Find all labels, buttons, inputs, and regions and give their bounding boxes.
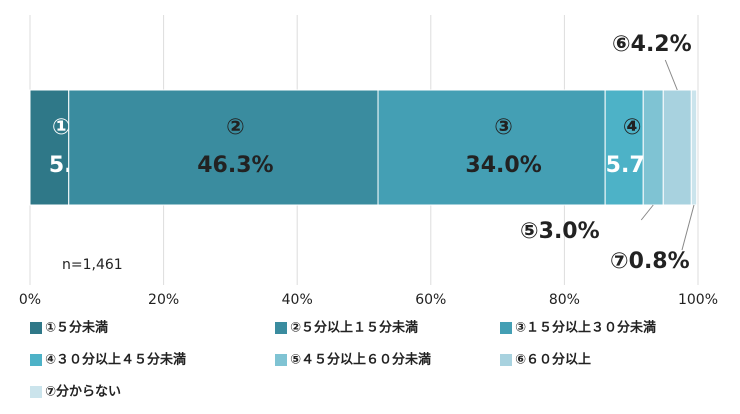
legend-label: ②５分以上１５分未満 <box>290 320 418 336</box>
x-tick-label: 40% <box>282 292 313 308</box>
leader-line <box>664 59 678 91</box>
legend-swatch <box>275 354 287 366</box>
value-label: ⑦0.8% <box>610 249 690 274</box>
bar-segment <box>690 89 698 206</box>
legend-label: ④３０分以上４５分未満 <box>45 352 186 368</box>
value-text: 4.2% <box>631 32 692 57</box>
legend-label: ①５分未満 <box>45 320 108 336</box>
value-label: ⑤3.0% <box>520 219 600 244</box>
bar-segment <box>642 89 664 206</box>
segment-number: ② <box>226 115 245 140</box>
legend-swatch <box>30 386 42 398</box>
legend-swatch <box>500 322 512 334</box>
bar-segment <box>604 89 644 206</box>
segment-number: ⑤ <box>520 219 539 244</box>
x-tick-label: 20% <box>148 292 179 308</box>
segment-number: ③ <box>494 115 513 140</box>
leader-line <box>681 204 695 251</box>
value-text: 3.0% <box>539 219 600 244</box>
x-tick-label: 0% <box>19 292 41 308</box>
bar-segment <box>68 89 379 206</box>
bar-segment <box>377 89 606 206</box>
bar-segment <box>29 89 70 206</box>
leader-line <box>640 204 654 221</box>
legend-swatch <box>500 354 512 366</box>
legend-swatch <box>30 322 42 334</box>
legend-label: ⑥６０分以上 <box>515 352 591 368</box>
legend-swatch <box>30 354 42 366</box>
legend-swatch <box>275 322 287 334</box>
segment-number: ① <box>52 115 71 140</box>
value-label: 34.0% <box>465 153 541 178</box>
sample-size: n=1,461 <box>62 257 123 273</box>
x-tick-label: 60% <box>415 292 446 308</box>
value-label: ⑥4.2% <box>612 32 692 57</box>
segment-number: ④ <box>623 115 642 140</box>
legend-label: ③１５分以上３０分未満 <box>515 320 656 336</box>
legend-label: ⑦分からない <box>45 384 121 400</box>
x-tick-label: 80% <box>549 292 580 308</box>
x-tick-label: 100% <box>678 292 718 308</box>
legend-label: ⑤４５分以上６０分未満 <box>290 352 431 368</box>
segment-number: ⑦ <box>610 249 629 274</box>
value-label: 46.3% <box>197 153 273 178</box>
value-text: 0.8% <box>629 249 690 274</box>
bar-segment <box>662 89 692 206</box>
segment-number: ⑥ <box>612 32 631 57</box>
